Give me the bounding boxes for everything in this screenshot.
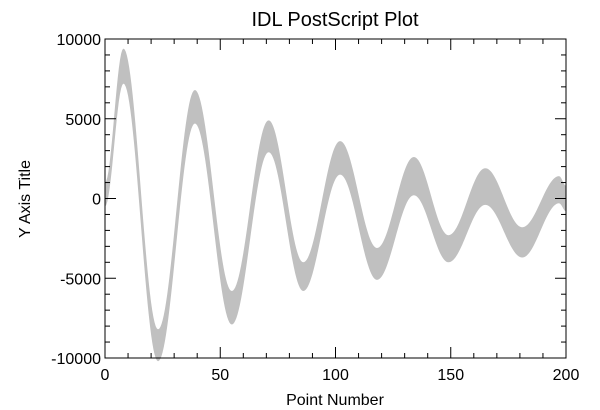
- chart-title: IDL PostScript Plot: [251, 9, 419, 31]
- y-axis-label: Y Axis Title: [17, 160, 34, 238]
- x-tick-label: 200: [553, 367, 580, 384]
- plot-area: [105, 48, 566, 362]
- x-tick-label: 150: [437, 367, 464, 384]
- y-tick-label: 0: [92, 192, 101, 209]
- y-tick-label: -5000: [60, 271, 101, 288]
- x-tick-label: 0: [101, 367, 110, 384]
- data-band: [105, 48, 566, 362]
- y-tick-label: 10000: [57, 32, 102, 49]
- y-tick-label: -10000: [51, 351, 101, 368]
- y-tick-label: 5000: [65, 112, 101, 129]
- x-axis-label: Point Number: [286, 392, 384, 409]
- x-tick-label: 100: [322, 367, 349, 384]
- x-tick-label: 50: [211, 367, 229, 384]
- axis-ticks: [104, 38, 567, 359]
- x-tick-labels: 0 50 100 150 200: [101, 367, 580, 384]
- y-tick-labels: -10000 -5000 0 5000 10000: [51, 32, 101, 368]
